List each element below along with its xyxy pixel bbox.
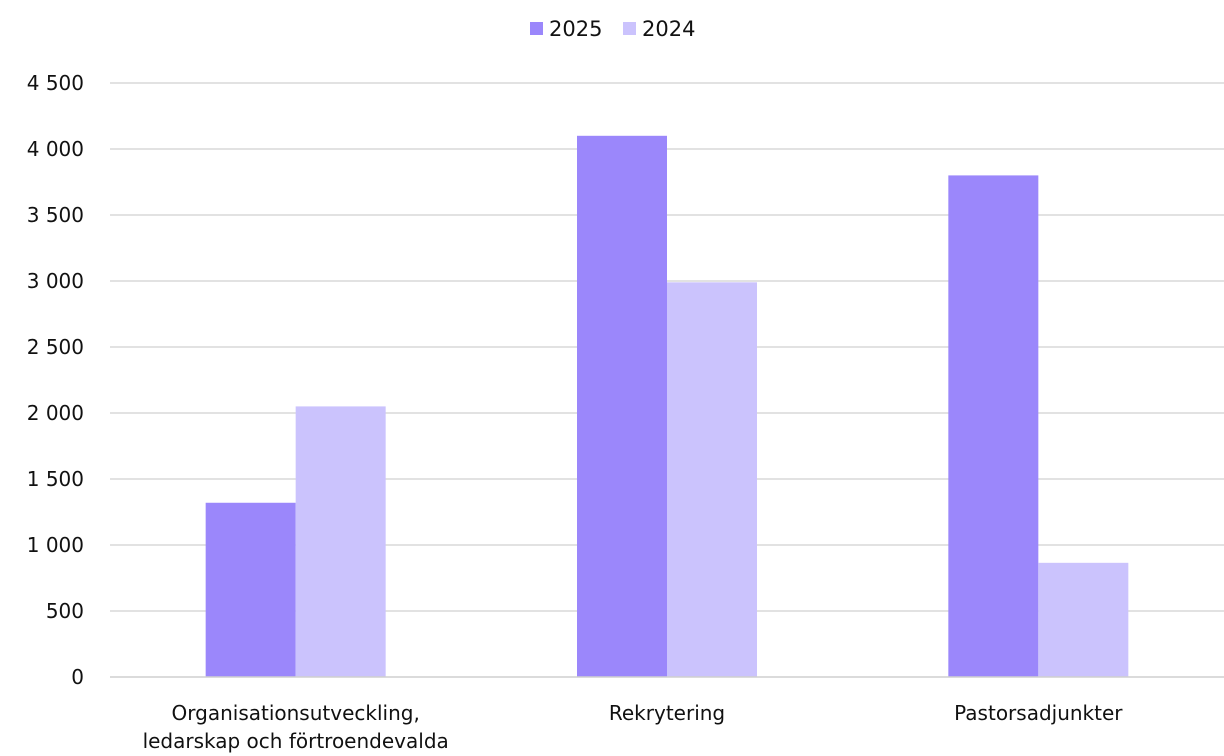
x-tick-label: Rekrytering — [609, 701, 725, 725]
legend-label: 2024 — [642, 17, 695, 41]
y-tick-label: 2 000 — [27, 401, 84, 425]
legend-swatch-2025 — [530, 22, 543, 35]
legend-label: 2025 — [549, 17, 602, 41]
y-tick-label: 1 500 — [27, 467, 84, 491]
y-tick-label: 4 500 — [27, 71, 84, 95]
bar-2024 — [667, 282, 757, 677]
x-tick-label: Organisationsutveckling, ledarskap och fö… — [143, 701, 449, 753]
legend-swatch-2024 — [623, 22, 636, 35]
bar-2025 — [577, 135, 667, 678]
bar-2024 — [295, 406, 386, 677]
bar-2025 — [205, 502, 296, 677]
y-tick-label: 1 000 — [27, 533, 84, 557]
y-axis-ticks: 0 500 1 000 1 500 2 000 2 500 3 000 3 500 4 000 4… — [27, 71, 84, 689]
chart-legend: 2025 2024 — [530, 17, 695, 41]
y-tick-label: 0 — [71, 665, 84, 689]
y-tick-label: 500 — [46, 599, 84, 623]
y-tick-label: 4 000 — [27, 137, 84, 161]
y-tick-label: 2 500 — [27, 335, 84, 359]
bars — [205, 135, 1129, 678]
x-axis-category-labels: Organisationsutveckling, ledarskap och fö… — [143, 701, 1124, 753]
bar-2024 — [1038, 562, 1129, 677]
bar-2025 — [948, 175, 1039, 677]
y-tick-label: 3 000 — [27, 269, 84, 293]
y-tick-label: 3 500 — [27, 203, 84, 227]
x-tick-label: Pastorsadjunkter — [954, 701, 1123, 725]
